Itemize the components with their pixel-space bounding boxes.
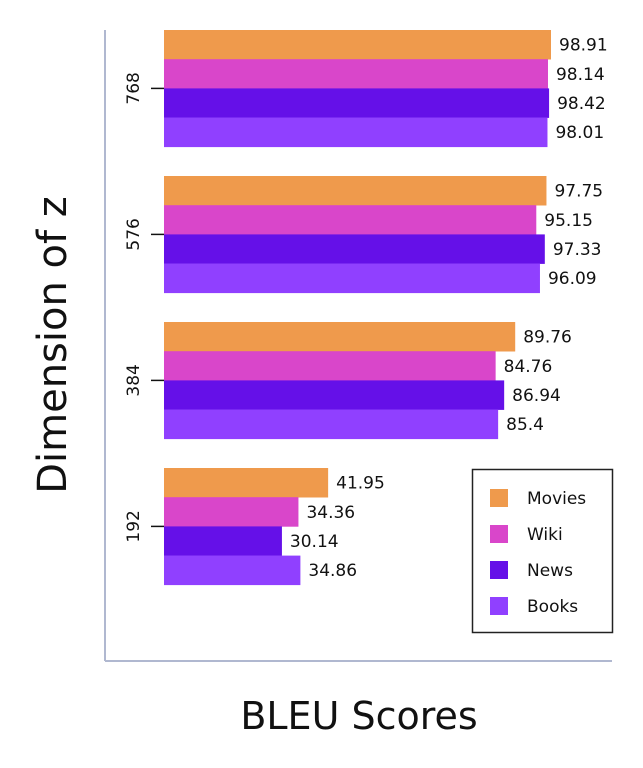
legend-swatch-wiki <box>490 525 508 543</box>
bar-wiki-768 <box>164 59 548 89</box>
bar-movies-192 <box>164 468 329 498</box>
legend-label-news: News <box>527 561 573 581</box>
data-label: 98.14 <box>556 65 605 85</box>
data-label: 41.95 <box>336 474 385 494</box>
data-label: 98.91 <box>559 36 608 56</box>
legend-label-books: Books <box>527 597 578 617</box>
legend-swatch-movies <box>490 489 508 507</box>
data-label: 98.01 <box>555 123 604 143</box>
data-label: 30.14 <box>290 532 339 552</box>
bar-wiki-192 <box>164 497 299 527</box>
bar-books-192 <box>164 555 301 586</box>
legend: Movies Wiki News Books <box>471 468 614 634</box>
bar-news-384 <box>164 380 505 410</box>
bar-books-576 <box>164 263 540 294</box>
y-tick-label: 768 <box>124 72 144 104</box>
data-label: 34.86 <box>308 561 357 581</box>
y-tick-label: 384 <box>124 364 144 396</box>
bar-movies-384 <box>164 322 516 352</box>
data-label: 97.75 <box>554 182 603 202</box>
y-axis-label: Dimension of z <box>30 196 76 494</box>
y-tick-label: 192 <box>124 510 144 542</box>
data-label: 34.36 <box>306 503 355 523</box>
bar-movies-576 <box>164 176 547 206</box>
bar-news-576 <box>164 234 545 264</box>
bar-books-384 <box>164 409 499 440</box>
legend-swatch-news <box>490 561 508 579</box>
data-label: 86.94 <box>512 386 561 406</box>
data-label: 84.76 <box>504 357 553 377</box>
data-label: 95.15 <box>544 211 593 231</box>
bar-wiki-576 <box>164 205 537 235</box>
data-label: 85.4 <box>506 415 544 435</box>
bar-books-768 <box>164 117 548 148</box>
y-tick-label: 576 <box>124 218 144 250</box>
bar-movies-768 <box>164 30 551 60</box>
legend-label-movies: Movies <box>527 489 586 509</box>
bar-news-768 <box>164 88 550 118</box>
bar-wiki-384 <box>164 351 496 381</box>
data-label: 97.33 <box>553 240 602 260</box>
x-axis-label: BLEU Scores <box>240 694 477 738</box>
data-label: 98.42 <box>557 94 606 114</box>
legend-label-wiki: Wiki <box>527 525 563 545</box>
data-label: 89.76 <box>523 328 572 348</box>
legend-swatch-books <box>490 597 508 615</box>
bar-news-192 <box>164 526 282 556</box>
data-label: 96.09 <box>548 269 597 289</box>
